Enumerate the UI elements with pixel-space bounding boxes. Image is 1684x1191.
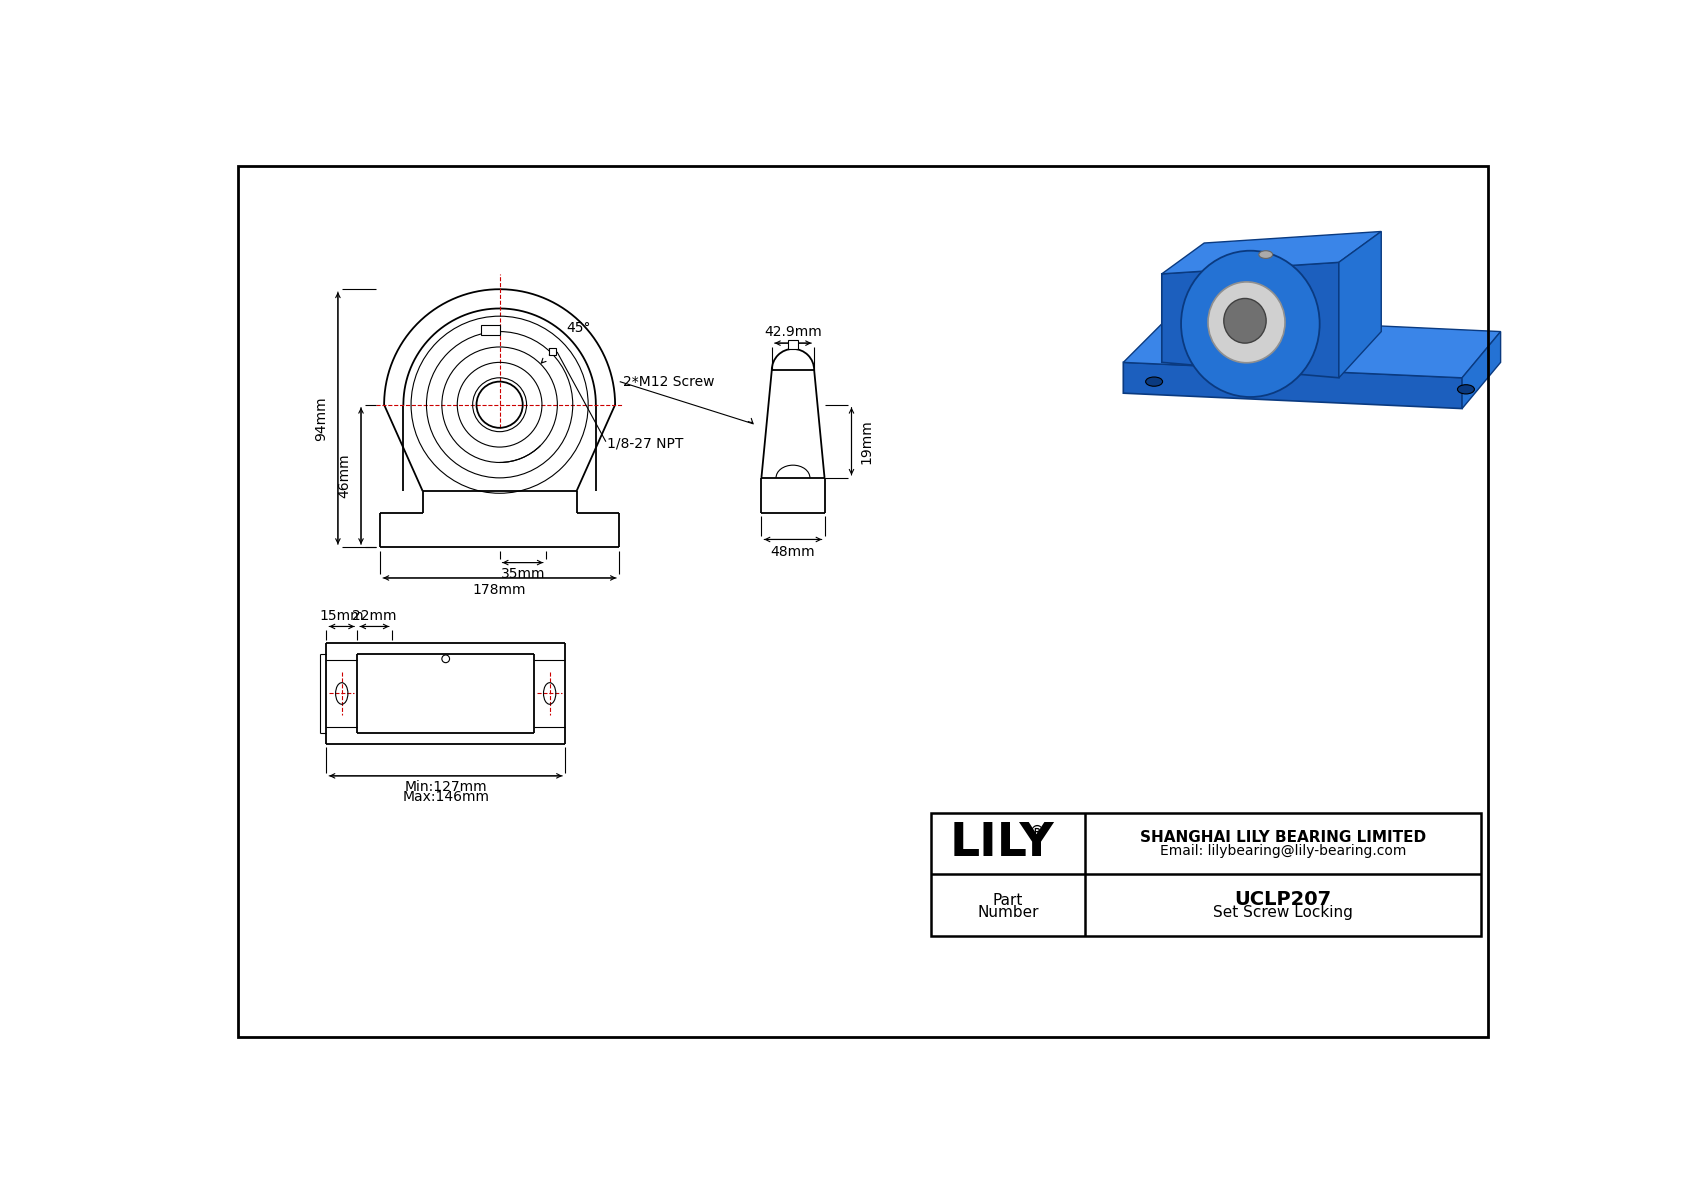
Text: 35mm: 35mm [500, 567, 546, 581]
Text: ®: ® [1029, 824, 1046, 842]
Polygon shape [1162, 262, 1339, 378]
Polygon shape [1462, 331, 1500, 409]
Bar [788, 339, 798, 349]
Text: Email: lilybearing@lily-bearing.com: Email: lilybearing@lily-bearing.com [1160, 844, 1406, 859]
Ellipse shape [1145, 378, 1162, 386]
Text: UCLP207: UCLP207 [1234, 890, 1332, 909]
Text: 19mm: 19mm [861, 419, 874, 463]
Polygon shape [1162, 231, 1381, 274]
Text: 48mm: 48mm [771, 544, 815, 559]
Ellipse shape [1180, 251, 1320, 397]
Text: 15mm: 15mm [320, 609, 364, 623]
Ellipse shape [1224, 299, 1266, 343]
Polygon shape [1123, 316, 1500, 378]
Text: 45°: 45° [566, 320, 591, 335]
Text: Max:146mm: Max:146mm [402, 791, 490, 804]
Ellipse shape [1260, 251, 1273, 258]
Polygon shape [1339, 231, 1381, 378]
Text: SHANGHAI LILY BEARING LIMITED: SHANGHAI LILY BEARING LIMITED [1140, 830, 1426, 844]
Text: 2*M12 Screw: 2*M12 Screw [623, 375, 714, 388]
Bar [931, 812, 1480, 936]
Ellipse shape [1207, 282, 1285, 363]
Text: 42.9mm: 42.9mm [765, 325, 822, 339]
Ellipse shape [1457, 385, 1475, 394]
Text: 22mm: 22mm [352, 609, 397, 623]
Text: Number: Number [977, 905, 1039, 921]
Text: Part: Part [992, 893, 1022, 908]
Text: 46mm: 46mm [337, 454, 350, 498]
Text: LILY: LILY [950, 821, 1054, 866]
Bar [549, 349, 556, 355]
Bar [482, 325, 500, 336]
Text: Set Screw Locking: Set Screw Locking [1212, 905, 1352, 921]
Polygon shape [1123, 362, 1462, 409]
Text: 178mm: 178mm [473, 584, 527, 598]
Text: Min:127mm: Min:127mm [404, 780, 487, 793]
Text: 1/8-27 NPT: 1/8-27 NPT [608, 436, 684, 450]
Text: 94mm: 94mm [313, 395, 328, 441]
